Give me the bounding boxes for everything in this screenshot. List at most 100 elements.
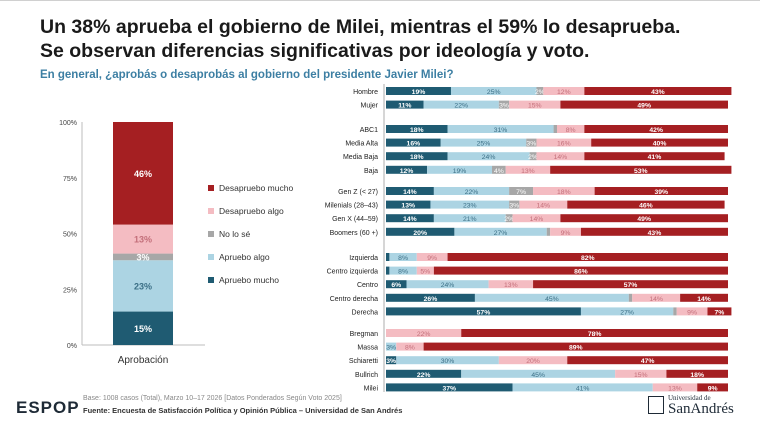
row-label: Schiaretti [349,358,379,365]
bar-data-label: 19% [453,168,467,175]
bar-segment-desapruebo-mucho [594,187,728,195]
bar-data-label: 25% [477,141,491,148]
title-line-1: Un 38% aprueba el gobierno de Milei, mie… [40,16,681,38]
bar-segment-apruebo-algo [440,138,527,147]
row-label: Izquierda [349,255,378,262]
bar-segment-desapruebo-algo [396,342,424,351]
bar-data-label: 20% [526,358,540,365]
bar-segment-apruebo-algo [430,200,510,209]
bar-segment-apruebo-mucho [386,307,581,316]
bar-segment-apruebo-mucho [386,280,407,289]
bar-segment-desapruebo-mucho [584,87,732,95]
bar-data-label: 40% [653,141,667,148]
bar-data-label: 25% [487,89,501,96]
bar-segment-desapruebo-mucho [580,227,728,236]
bar-segment-apruebo-algo [406,280,489,289]
bar-segment-no-lo-se [673,307,677,316]
column-segment-no-lo-se [113,253,173,261]
bar-data-label: 15% [634,372,648,379]
bar-segment-apruebo-mucho [386,293,475,302]
bar-data-label: 8% [566,127,576,134]
bar-segment-apruebo-algo [396,356,499,365]
bar-data-label: 13% [504,282,518,289]
bar-data-label: 78% [588,331,602,338]
row-label: Mujer [360,103,378,110]
bar-data-label: 6% [391,282,401,289]
row-label: Bullrich [355,372,378,379]
legend-swatch-apruebo-mucho [208,277,214,283]
bar-segment-desapruebo-algo [652,383,698,392]
bar-data-label: 18% [410,154,424,161]
bar-data-label: 49% [637,103,651,110]
bar-segment-apruebo-mucho [386,227,455,236]
bar-data-label: 45% [531,372,545,379]
bar-segment-apruebo-algo [450,87,537,95]
row-label: Media Baja [343,154,378,161]
bar-data-label: 14% [697,296,711,303]
bar-segment-desapruebo-mucho [584,125,728,133]
bar-data-label: 43% [651,89,665,96]
bar-segment-apruebo-algo [474,293,629,302]
bar-segment-apruebo-mucho [386,152,448,161]
bar-data-label: 12% [557,89,571,96]
legend-swatch-no-lo-se [208,231,214,237]
bar-data-label: 20% [413,230,427,237]
bar-segment-desapruebo-mucho [560,214,728,223]
legend-swatch-desapruebo-algo [208,208,214,214]
bar-segment-desapruebo-algo [543,87,585,95]
column-data-label: 15% [134,324,152,334]
bar-data-label: 14% [649,296,663,303]
y-tick-label: 75% [63,176,77,183]
bar-data-label: 15% [528,103,542,110]
bar-segment-desapruebo-algo [416,266,434,275]
bar-data-label: 24% [441,282,455,289]
bar-segment-desapruebo-algo [498,356,568,365]
bar-segment-desapruebo-algo [536,152,585,161]
bar-segment-desapruebo-algo [536,138,592,147]
legend-swatch-apruebo-algo [208,254,214,260]
bar-data-label: 30% [441,358,455,365]
page-title: Un 38% aprueba el gobierno de Milei, mie… [40,15,740,63]
column-data-label: 13% [134,235,152,245]
bar-data-label: 89% [569,345,583,352]
bar-segment-apruebo-mucho [386,369,462,378]
bar-segment-desapruebo-mucho [550,165,732,174]
row-label: Baja [364,168,378,175]
bar-data-label: 8% [398,255,408,262]
bar-segment-no-lo-se [498,100,510,109]
bar-segment-apruebo-mucho [386,125,448,133]
bar-data-label: 16% [407,141,421,148]
bar-segment-desapruebo-mucho [423,342,728,351]
bar-data-label: 45% [545,296,559,303]
logo-big-text: SanAndrés [668,401,734,417]
bar-data-label: 14% [554,154,568,161]
bar-data-label: 13% [401,203,415,210]
legend-label-desapruebo-algo: Desapruebo algo [219,206,284,216]
y-tick-label: 100% [59,120,77,127]
bar-data-label: 2% [504,216,514,223]
bar-segment-apruebo-algo [447,125,554,133]
bar-segment-apruebo-mucho [386,87,451,95]
bar-segment-desapruebo-mucho [461,329,728,337]
bar-data-label: 9% [708,385,718,392]
row-label: Media Alta [345,141,378,148]
column-data-label: 46% [134,169,152,179]
bar-data-label: 9% [561,230,571,237]
column-data-label: 23% [134,281,152,291]
bar-data-label: 11% [398,103,411,110]
logo-small-text: Universidad de [668,394,711,402]
bar-segment-desapruebo-mucho [560,100,728,109]
bar-segment-desapruebo-algo [488,280,534,289]
bar-segment-desapruebo-algo [615,369,667,378]
bar-data-label: 3% [386,358,396,365]
bar-data-label: 21% [463,216,477,223]
row-label: Gen X (44–59) [332,216,378,223]
bar-segment-apruebo-mucho [386,165,428,174]
bar-data-label: 53% [634,168,648,175]
bar-segment-no-lo-se [505,214,513,223]
bar-segment-apruebo-algo [433,187,510,195]
bar-segment-apruebo-mucho [386,138,441,147]
y-tick-label: 50% [63,232,77,239]
bar-data-label: 57% [477,309,491,316]
bar-segment-desapruebo-algo [505,165,551,174]
